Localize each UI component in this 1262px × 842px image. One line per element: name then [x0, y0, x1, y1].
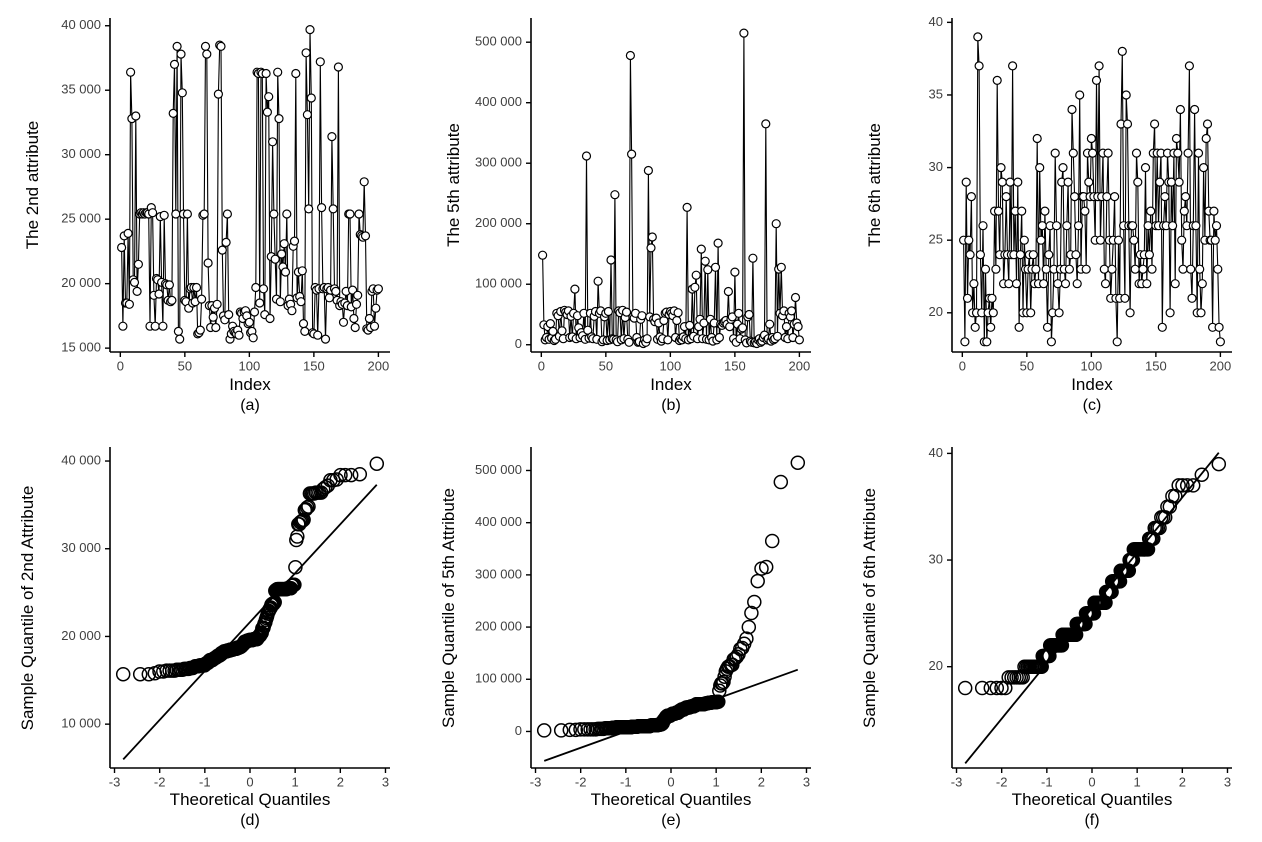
svg-text:25 000: 25 000 [61, 211, 101, 226]
panel-b-x-axis-title: Index [650, 375, 692, 394]
svg-text:50: 50 [178, 359, 192, 374]
svg-text:30 000: 30 000 [61, 540, 101, 555]
svg-text:100: 100 [239, 359, 261, 374]
panel-d-y-axis-title: Sample Quantile of 2nd Attribute [18, 485, 37, 731]
svg-text:3: 3 [803, 775, 810, 790]
panel-a-x-axis-title: Index [229, 375, 271, 394]
svg-text:-2: -2 [154, 775, 166, 790]
svg-text:0: 0 [246, 775, 253, 790]
svg-text:-2: -2 [996, 775, 1008, 790]
svg-text:3: 3 [382, 775, 389, 790]
svg-text:10 000: 10 000 [61, 716, 101, 731]
svg-text:20 000: 20 000 [61, 628, 101, 643]
svg-text:30: 30 [929, 159, 943, 174]
svg-text:35: 35 [929, 86, 943, 101]
panel-a-y-axis-title: The 2nd attribute [23, 120, 42, 250]
panel-f: -3 -2 -1 0 1 2 3 20 30 40 Sample Quantile of 6th … [842, 421, 1262, 842]
svg-text:200: 200 [789, 359, 811, 374]
panel-e: -3 -2 -1 0 1 2 3 0 100 000 200 000 300 000 400 000 5… [421, 421, 841, 842]
panel-f-y-axis-title: Sample Quantile of 6th Attribute [860, 487, 879, 729]
svg-text:0: 0 [667, 775, 674, 790]
chart-c-plot-area: 0 50 100 150 200 20 25 30 35 40 [929, 14, 1232, 374]
svg-text:0: 0 [117, 359, 124, 374]
svg-text:300 000: 300 000 [475, 155, 522, 170]
panel-f-caption: (f) [1084, 812, 1100, 829]
svg-text:50: 50 [1020, 359, 1034, 374]
svg-text:30 000: 30 000 [61, 146, 101, 161]
svg-text:-1: -1 [199, 775, 211, 790]
chart-e-plot-area: -3 -2 -1 0 1 2 3 0 100 000 200 000 300 000 400 000 5… [475, 447, 811, 790]
svg-text:200 000: 200 000 [475, 619, 522, 634]
svg-text:0: 0 [959, 359, 966, 374]
svg-text:400 000: 400 000 [475, 514, 522, 529]
panel-b-y-axis-title: The 5th attribute [444, 123, 463, 247]
svg-text:-1: -1 [620, 775, 632, 790]
svg-text:150: 150 [724, 359, 746, 374]
panel-e-y-axis-title: Sample Quantile of 5th Attribute [439, 487, 458, 729]
svg-text:2: 2 [337, 775, 344, 790]
svg-text:200: 200 [368, 359, 390, 374]
panel-b: 0 50 100 150 200 0 100 000 200 000 300 000 400 00… [421, 0, 841, 421]
svg-text:150: 150 [303, 359, 325, 374]
svg-text:500 000: 500 000 [475, 462, 522, 477]
chart-a-plot-area: 0 50 100 150 200 15 000 20 000 25 000 30 000 35 0… [61, 17, 390, 374]
chart-f-plot-area: -3 -2 -1 0 1 2 3 20 30 40 [929, 445, 1232, 790]
svg-text:500 000: 500 000 [475, 34, 522, 49]
svg-text:20 000: 20 000 [61, 275, 101, 290]
svg-text:100 000: 100 000 [475, 671, 522, 686]
svg-text:35 000: 35 000 [61, 82, 101, 97]
svg-text:25: 25 [929, 232, 943, 247]
svg-text:-3: -3 [951, 775, 963, 790]
svg-text:100: 100 [1081, 359, 1103, 374]
svg-text:1: 1 [292, 775, 299, 790]
panel-c: 0 50 100 150 200 20 25 30 35 40 The 6th attribute… [842, 0, 1262, 421]
svg-text:-2: -2 [575, 775, 587, 790]
svg-text:-3: -3 [530, 775, 542, 790]
panel-e-caption: (e) [661, 812, 681, 829]
svg-text:15 000: 15 000 [61, 340, 101, 355]
panel-d-x-axis-title: Theoretical Quantiles [169, 790, 331, 809]
svg-text:0: 0 [538, 359, 545, 374]
svg-text:3: 3 [1224, 775, 1231, 790]
svg-text:150: 150 [1145, 359, 1167, 374]
panel-d-caption: (d) [240, 812, 260, 829]
svg-text:30: 30 [929, 551, 943, 566]
svg-text:100 000: 100 000 [475, 276, 522, 291]
svg-text:40: 40 [929, 445, 943, 460]
svg-text:2: 2 [758, 775, 765, 790]
svg-text:50: 50 [599, 359, 613, 374]
svg-text:40 000: 40 000 [61, 452, 101, 467]
svg-text:300 000: 300 000 [475, 566, 522, 581]
svg-text:40 000: 40 000 [61, 17, 101, 32]
svg-text:-1: -1 [1041, 775, 1053, 790]
svg-text:200 000: 200 000 [475, 215, 522, 230]
svg-text:2: 2 [1179, 775, 1186, 790]
svg-text:20: 20 [929, 304, 943, 319]
svg-text:0: 0 [515, 723, 522, 738]
svg-text:0: 0 [515, 336, 522, 351]
svg-text:40: 40 [929, 14, 943, 29]
chart-b-plot-area: 0 50 100 150 200 0 100 000 200 000 300 000 400 00… [475, 18, 811, 374]
svg-text:1: 1 [713, 775, 720, 790]
panel-f-x-axis-title: Theoretical Quantiles [1011, 790, 1173, 809]
panel-c-x-axis-title: Index [1071, 375, 1113, 394]
panel-c-caption: (c) [1082, 397, 1102, 414]
svg-text:100: 100 [660, 359, 682, 374]
svg-text:400 000: 400 000 [475, 94, 522, 109]
panel-b-caption: (b) [661, 397, 681, 414]
svg-text:0: 0 [1088, 775, 1095, 790]
panel-a: 0 50 100 150 200 15 000 20 000 25 000 30 000 35 0… [0, 0, 420, 421]
panel-e-x-axis-title: Theoretical Quantiles [590, 790, 752, 809]
panel-c-y-axis-title: The 6th attribute [865, 123, 884, 247]
svg-text:20: 20 [929, 658, 943, 673]
chart-d-plot-area: -3 -2 -1 0 1 2 3 10 000 20 000 30 000 40 000 [61, 447, 390, 790]
svg-text:200: 200 [1210, 359, 1232, 374]
panel-a-caption: (a) [240, 397, 260, 414]
panel-d: -3 -2 -1 0 1 2 3 10 000 20 000 30 000 40 000 Sampl… [0, 421, 420, 842]
svg-text:1: 1 [1134, 775, 1141, 790]
svg-text:-3: -3 [109, 775, 121, 790]
